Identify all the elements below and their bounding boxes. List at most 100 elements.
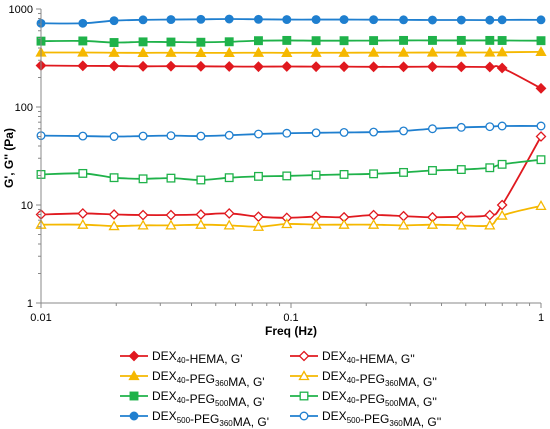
legend-swatch-marker (128, 370, 140, 381)
data-point (496, 62, 508, 74)
data-point (281, 218, 293, 229)
data-point (311, 36, 321, 46)
data-point (456, 165, 466, 175)
data-point (536, 155, 546, 165)
data-point (397, 219, 410, 230)
y-tick-label: 1000 (9, 4, 33, 16)
legend-swatch-marker (129, 411, 139, 421)
data-point (78, 18, 88, 28)
data-point (311, 128, 321, 138)
data-point (166, 37, 176, 47)
data-point (195, 218, 207, 229)
data-point (484, 209, 496, 221)
data-point (339, 127, 349, 137)
data-point (367, 46, 380, 57)
legend-item: DEX40-PEG500MA, G' (120, 389, 265, 409)
data-point (399, 167, 409, 177)
data-point (496, 199, 508, 211)
data-point (281, 61, 293, 72)
data-point (426, 46, 439, 57)
data-point (455, 219, 467, 230)
data-point (399, 126, 409, 136)
legend-label: DEX40-PEG500MA, G' (152, 389, 265, 409)
series-3 (35, 200, 547, 231)
data-point (108, 209, 120, 220)
data-point (497, 159, 507, 169)
data-point (456, 35, 466, 45)
data-point (254, 129, 263, 139)
legend-item: DEX40-PEG360MA, G'' (290, 369, 437, 389)
data-point (77, 218, 89, 229)
data-point (195, 209, 207, 220)
data-point (485, 15, 495, 25)
x-tick-label: 1 (538, 312, 544, 324)
data-point (138, 174, 148, 184)
data-point (369, 36, 379, 46)
data-point (224, 130, 234, 140)
data-point (196, 175, 206, 185)
data-point (109, 173, 119, 183)
axes: 1 10 100 1000 0.01 0.1 1 (9, 4, 545, 324)
legend-item: DEX500-PEG360MA, G'' (290, 409, 441, 429)
data-point (224, 14, 234, 24)
legend-label: DEX500-PEG360MA, G' (152, 409, 269, 429)
data-point (137, 219, 149, 230)
data-point (484, 219, 496, 230)
y-axis-title: G', G'' (Pa) (2, 128, 16, 188)
data-point (369, 169, 379, 179)
data-point (535, 131, 547, 142)
x-tick-label: 0.01 (30, 312, 51, 324)
x-tick-label: 0.1 (283, 312, 298, 324)
legend-swatch-marker (129, 391, 139, 401)
data-point (77, 208, 89, 219)
data-point (196, 131, 206, 141)
data-point (311, 15, 321, 25)
data-point (137, 47, 149, 57)
data-point (399, 35, 409, 45)
data-point (252, 220, 265, 231)
data-point (428, 35, 437, 45)
data-point (77, 46, 89, 57)
data-point (138, 37, 148, 47)
data-point (78, 168, 88, 178)
data-point (254, 14, 263, 24)
data-point (108, 220, 120, 231)
data-point (282, 15, 292, 25)
data-point (281, 47, 293, 57)
legend: DEX40-HEMA, G' DEX40-HEMA, G'' DEX40-PEG36… (120, 349, 441, 429)
data-point (310, 218, 322, 229)
x-axis-title: Freq (Hz) (265, 324, 317, 338)
data-point (165, 219, 177, 230)
data-point (252, 46, 265, 57)
data-point (536, 36, 546, 46)
data-point (282, 128, 292, 138)
data-point (497, 121, 507, 131)
legend-swatch-marker (298, 370, 310, 381)
data-point (195, 47, 207, 57)
data-point (399, 15, 409, 25)
data-point (426, 218, 439, 229)
data-point (455, 46, 467, 57)
data-point (398, 210, 409, 222)
legend-label: DEX40-HEMA, G' (152, 349, 243, 366)
series-5 (36, 155, 546, 185)
data-point (496, 209, 508, 220)
data-point (369, 127, 379, 137)
data-point (428, 15, 437, 25)
data-point (484, 46, 496, 57)
legend-label: DEX40-PEG360MA, G' (152, 369, 265, 389)
data-point (196, 14, 206, 24)
legend-swatch-marker (298, 350, 310, 362)
legend-item: DEX40-HEMA, G'' (290, 349, 415, 366)
data-point (282, 171, 292, 181)
data-point (138, 131, 148, 141)
data-point (310, 61, 322, 73)
data-point (224, 173, 234, 183)
data-point (253, 211, 264, 223)
data-point (109, 38, 119, 47)
data-point (78, 36, 88, 46)
data-point (223, 208, 235, 219)
data-point (497, 36, 507, 45)
series-7 (36, 121, 546, 141)
data-point (165, 46, 177, 57)
